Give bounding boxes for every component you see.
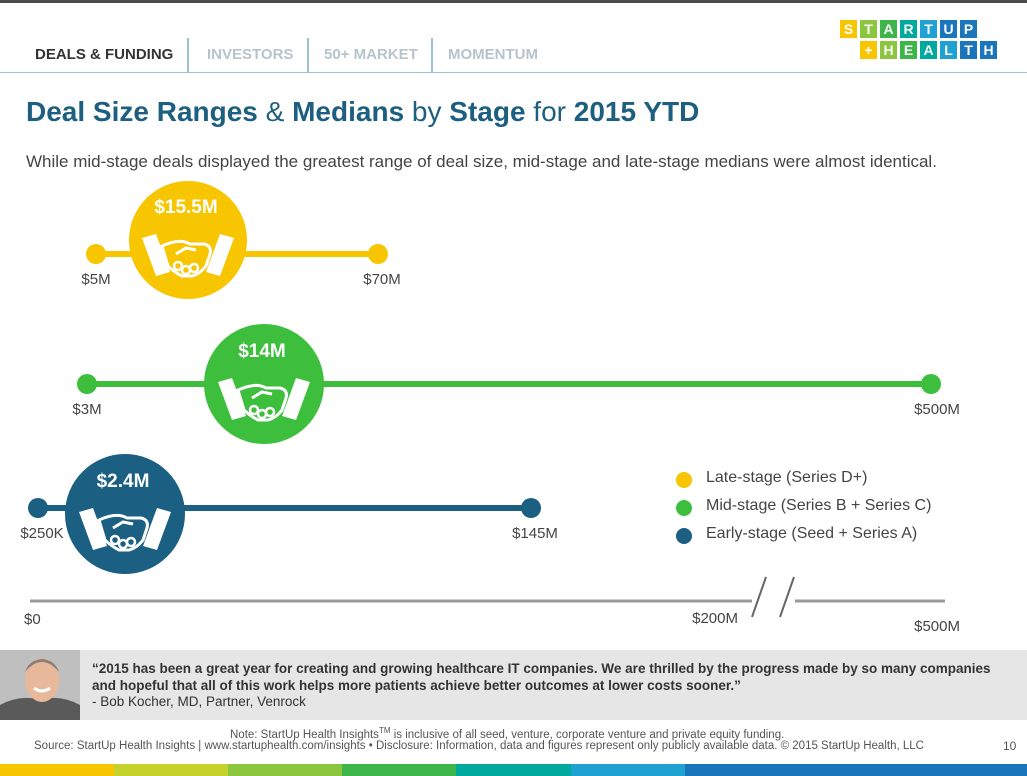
logo-letter: S (840, 20, 857, 38)
range-max-point (521, 498, 541, 518)
logo-letter: U (940, 20, 957, 38)
source-link[interactable]: www.startuphealth.com/insights (204, 740, 366, 752)
title-part: Medians (292, 96, 405, 127)
logo-letter: L (940, 41, 957, 59)
range-max-point (368, 244, 388, 264)
color-bar-segment (228, 764, 343, 776)
title-part: 2015 YTD (573, 96, 700, 127)
range-min-point (86, 244, 106, 264)
tab-investors[interactable]: INVESTORS (207, 46, 294, 63)
logo-letter: E (900, 41, 917, 59)
page-number: 10 (1003, 739, 1017, 753)
median-label: $2.4M (97, 471, 150, 492)
range-min-label: $5M (81, 271, 110, 288)
footer-note: Note: StartUp Health InsightsTM is inclu… (230, 726, 784, 741)
handshake-icon (79, 508, 171, 552)
range-max-label: $500M (914, 401, 960, 418)
logo-letter: R (900, 20, 917, 38)
x-axis-tick-label: $500M (914, 618, 960, 635)
range-min-point (28, 498, 48, 518)
range-min-point (77, 374, 97, 394)
title-part: by (404, 96, 450, 127)
page-subtitle: While mid-stage deals displayed the grea… (26, 152, 937, 171)
legend-label: Late-stage (Series D+) (706, 469, 868, 486)
deal-range-chart: $0 $200M $500M $15.5M $5M $70M $14M $3M $500M $2.… (20, 181, 960, 635)
color-bar-segment (456, 764, 571, 776)
logo-letter: P (960, 20, 977, 38)
color-bar-segment (570, 764, 685, 776)
handshake-icon (218, 378, 310, 422)
note-prefix: Note: StartUp Health Insights (230, 728, 379, 741)
logo-letter: T (960, 41, 977, 59)
legend-label: Early-stage (Seed + Series A) (706, 525, 918, 542)
logo-letter: A (880, 20, 897, 38)
legend-swatch (676, 472, 692, 488)
x-axis-tick-label: $200M (692, 610, 738, 627)
range-min-label: $3M (72, 401, 101, 418)
title-part: for (525, 96, 574, 127)
logo-letter: + (860, 41, 877, 59)
logo-letter: A (920, 41, 937, 59)
quote-attribution: - Bob Kocher, MD, Partner, Venrock (92, 694, 306, 709)
x-axis-tick-label: $0 (24, 611, 41, 628)
top-border (0, 0, 1027, 3)
quote-author-photo (0, 650, 80, 720)
footer-source: Source: StartUp Health Insights | www.st… (34, 740, 924, 752)
median-label: $14M (238, 341, 286, 362)
quote-text: “2015 has been a great year for creating… (92, 661, 991, 693)
title-part: Deal Size Ranges (26, 96, 258, 127)
trademark-mark: TM (378, 726, 391, 735)
axis-break-mark (751, 576, 767, 618)
legend-label: Mid-stage (Series B + Series C) (706, 497, 932, 514)
tab-divider (431, 38, 433, 73)
range-max-label: $70M (363, 271, 401, 288)
range-min-label: $250K (20, 525, 63, 542)
source-suffix: • Disclosure: Information, data and figu… (365, 740, 924, 752)
tab-momentum[interactable]: MOMENTUM (448, 46, 538, 63)
color-bar-segment (0, 764, 115, 776)
color-bar-segment (798, 764, 913, 776)
color-bar (0, 764, 1027, 776)
logo-letter: T (860, 20, 877, 38)
legend-swatch (676, 528, 692, 544)
handshake-icon (142, 234, 234, 278)
color-bar-segment (912, 764, 1027, 776)
note-suffix: is inclusive of all seed, venture, corpo… (390, 728, 785, 741)
logo-letter: T (920, 20, 937, 38)
tab-deals-funding[interactable]: DEALS & FUNDING (35, 46, 174, 63)
median-label: $15.5M (154, 197, 217, 218)
logo-letter: H (880, 41, 897, 59)
color-bar-segment (342, 764, 457, 776)
title-part: Stage (449, 96, 526, 127)
tab-divider (187, 38, 189, 73)
axis-break-mark (779, 576, 795, 618)
range-max-label: $145M (512, 525, 558, 542)
color-bar-segment (114, 764, 229, 776)
page-title: Deal Size Ranges & Medians by Stage for … (26, 96, 699, 128)
logo-letter: H (980, 41, 997, 59)
startup-health-logo: S T A R T U P + H E A L T H (840, 20, 1002, 62)
quote-box (0, 650, 1027, 720)
title-part: & (257, 96, 293, 127)
tab-bar: DEALS & FUNDING INVESTORS 50+ MARKET MOM… (0, 38, 1027, 73)
color-bar-segment (684, 764, 799, 776)
tab-divider (307, 38, 309, 73)
tab-50-market[interactable]: 50+ MARKET (324, 46, 418, 63)
range-max-point (921, 374, 941, 394)
source-prefix: Source: StartUp Health Insights | (34, 740, 205, 752)
legend-swatch (676, 500, 692, 516)
